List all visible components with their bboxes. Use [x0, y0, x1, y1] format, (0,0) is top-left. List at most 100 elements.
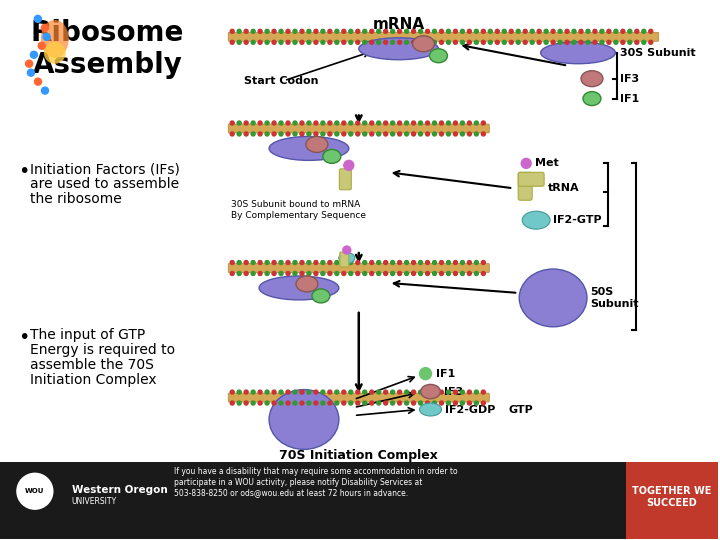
- Circle shape: [279, 40, 283, 44]
- Circle shape: [433, 29, 436, 33]
- Circle shape: [439, 29, 444, 33]
- Circle shape: [307, 29, 311, 33]
- Circle shape: [293, 272, 297, 275]
- Circle shape: [377, 40, 381, 44]
- Circle shape: [621, 29, 625, 33]
- Circle shape: [467, 401, 472, 405]
- Circle shape: [279, 401, 283, 405]
- Circle shape: [439, 121, 444, 125]
- Circle shape: [370, 401, 374, 405]
- Circle shape: [300, 272, 304, 275]
- Text: the ribosome: the ribosome: [30, 192, 122, 206]
- Text: Initiation Factors (IFs): Initiation Factors (IFs): [30, 163, 180, 177]
- Text: IF1: IF1: [436, 369, 455, 379]
- Circle shape: [370, 121, 374, 125]
- Circle shape: [397, 272, 402, 275]
- Ellipse shape: [430, 49, 447, 63]
- Text: Western Oregon: Western Oregon: [72, 485, 168, 495]
- Text: WOU: WOU: [25, 488, 45, 494]
- Circle shape: [307, 401, 311, 405]
- Circle shape: [530, 29, 534, 33]
- Circle shape: [244, 260, 248, 265]
- Circle shape: [293, 132, 297, 136]
- Circle shape: [600, 40, 604, 44]
- Circle shape: [356, 29, 360, 33]
- Ellipse shape: [41, 20, 69, 58]
- Circle shape: [300, 121, 304, 125]
- Circle shape: [454, 29, 457, 33]
- Circle shape: [230, 132, 234, 136]
- Circle shape: [397, 40, 402, 44]
- Circle shape: [460, 40, 464, 44]
- Circle shape: [237, 260, 241, 265]
- Text: •: •: [18, 163, 30, 181]
- Circle shape: [397, 132, 402, 136]
- Circle shape: [412, 260, 415, 265]
- Circle shape: [335, 272, 339, 275]
- Text: If you have a disability that may require some accommodation in order to
partici: If you have a disability that may requir…: [174, 467, 458, 497]
- Circle shape: [279, 29, 283, 33]
- Circle shape: [244, 132, 248, 136]
- Circle shape: [30, 51, 37, 58]
- Circle shape: [433, 40, 436, 44]
- Ellipse shape: [583, 92, 601, 105]
- Circle shape: [35, 78, 42, 85]
- Circle shape: [348, 260, 353, 265]
- Circle shape: [328, 401, 332, 405]
- Circle shape: [251, 132, 255, 136]
- Circle shape: [391, 29, 395, 33]
- Circle shape: [335, 29, 339, 33]
- Circle shape: [537, 29, 541, 33]
- Circle shape: [348, 272, 353, 275]
- Circle shape: [335, 401, 339, 405]
- Circle shape: [307, 260, 311, 265]
- Circle shape: [418, 29, 423, 33]
- Circle shape: [433, 260, 436, 265]
- Circle shape: [26, 60, 32, 67]
- Circle shape: [635, 29, 639, 33]
- Circle shape: [230, 40, 234, 44]
- Circle shape: [286, 132, 290, 136]
- Circle shape: [348, 390, 353, 394]
- Circle shape: [265, 260, 269, 265]
- Circle shape: [279, 132, 283, 136]
- Circle shape: [17, 473, 53, 509]
- Circle shape: [377, 132, 381, 136]
- Circle shape: [42, 24, 48, 31]
- Circle shape: [474, 401, 478, 405]
- Circle shape: [279, 272, 283, 275]
- Circle shape: [272, 29, 276, 33]
- Circle shape: [244, 401, 248, 405]
- Circle shape: [482, 390, 485, 394]
- Ellipse shape: [359, 38, 438, 60]
- Circle shape: [244, 40, 248, 44]
- Circle shape: [307, 121, 311, 125]
- Circle shape: [454, 401, 457, 405]
- Circle shape: [342, 272, 346, 275]
- Circle shape: [544, 40, 548, 44]
- Circle shape: [446, 390, 451, 394]
- Circle shape: [516, 40, 521, 44]
- Circle shape: [377, 260, 381, 265]
- Circle shape: [314, 272, 318, 275]
- Circle shape: [593, 29, 597, 33]
- Circle shape: [328, 132, 332, 136]
- Circle shape: [418, 260, 423, 265]
- Circle shape: [237, 132, 241, 136]
- Circle shape: [265, 272, 269, 275]
- Circle shape: [593, 40, 597, 44]
- Circle shape: [356, 401, 360, 405]
- Circle shape: [300, 40, 304, 44]
- Text: IF3: IF3: [620, 73, 639, 84]
- Circle shape: [418, 121, 423, 125]
- Text: •: •: [18, 328, 30, 347]
- Circle shape: [251, 390, 255, 394]
- Circle shape: [572, 29, 576, 33]
- Circle shape: [446, 121, 451, 125]
- Circle shape: [544, 29, 548, 33]
- Ellipse shape: [581, 71, 603, 86]
- Circle shape: [467, 132, 472, 136]
- Circle shape: [467, 272, 472, 275]
- Circle shape: [439, 132, 444, 136]
- Circle shape: [467, 390, 472, 394]
